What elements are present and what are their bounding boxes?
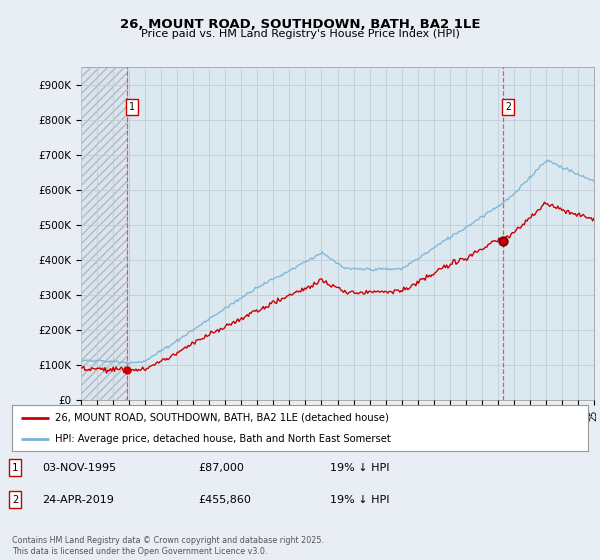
Text: 19% ↓ HPI: 19% ↓ HPI (330, 494, 389, 505)
Text: 1: 1 (12, 463, 18, 473)
Bar (81, 67, 127, 400)
Text: 2: 2 (505, 102, 511, 112)
Text: 26, MOUNT ROAD, SOUTHDOWN, BATH, BA2 1LE (detached house): 26, MOUNT ROAD, SOUTHDOWN, BATH, BA2 1LE… (55, 413, 389, 423)
Text: 1: 1 (129, 102, 135, 112)
Text: Contains HM Land Registry data © Crown copyright and database right 2025.
This d: Contains HM Land Registry data © Crown c… (12, 536, 324, 556)
Text: 19% ↓ HPI: 19% ↓ HPI (330, 463, 389, 473)
Text: 26, MOUNT ROAD, SOUTHDOWN, BATH, BA2 1LE: 26, MOUNT ROAD, SOUTHDOWN, BATH, BA2 1LE (120, 18, 480, 31)
Text: £87,000: £87,000 (198, 463, 244, 473)
Text: 03-NOV-1995: 03-NOV-1995 (42, 463, 116, 473)
Text: 24-APR-2019: 24-APR-2019 (42, 494, 114, 505)
Text: £455,860: £455,860 (198, 494, 251, 505)
Text: 2: 2 (12, 494, 18, 505)
Text: Price paid vs. HM Land Registry's House Price Index (HPI): Price paid vs. HM Land Registry's House … (140, 29, 460, 39)
Text: HPI: Average price, detached house, Bath and North East Somerset: HPI: Average price, detached house, Bath… (55, 435, 391, 444)
